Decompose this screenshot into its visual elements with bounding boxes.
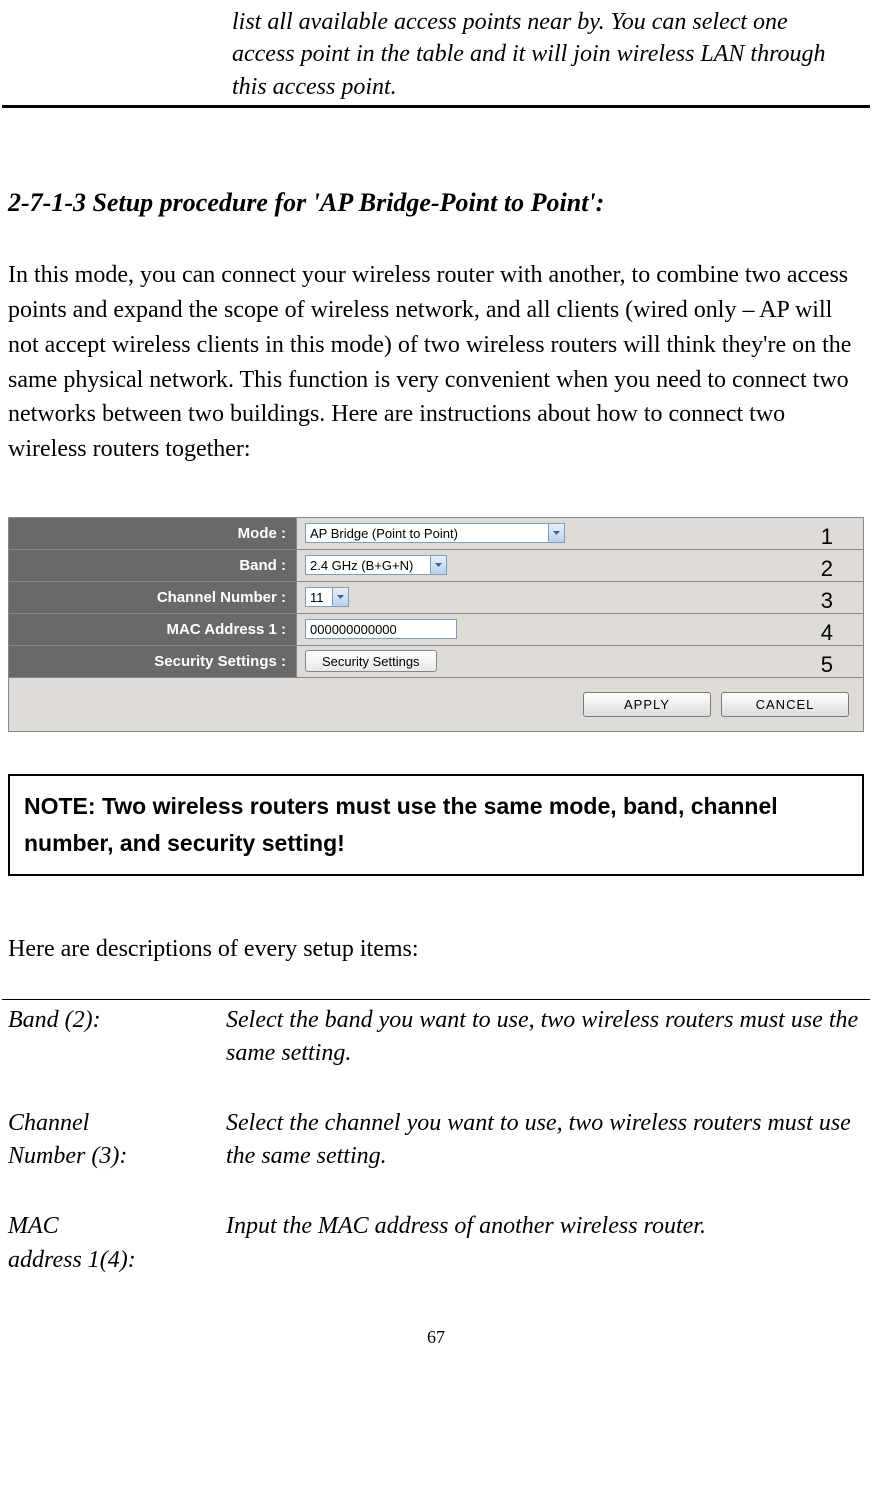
config-value-cell: 2.4 GHz (B+G+N) (297, 550, 863, 582)
config-label: Mode : (9, 518, 297, 550)
description-term: ChannelNumber (3): (8, 1107, 226, 1174)
security-settings-button[interactable]: Security Settings (305, 650, 437, 672)
config-value-cell: 11 (297, 582, 863, 614)
config-label: Channel Number : (9, 582, 297, 614)
descriptions-table: Band (2):Select the band you want to use… (2, 1004, 870, 1278)
chevron-down-icon (332, 588, 348, 606)
config-row: MAC Address 1 : 000000000000 (9, 614, 863, 646)
apply-button[interactable]: APPLY (583, 692, 711, 717)
callout-number: 4 (821, 620, 833, 646)
dropdown-value: 11 (306, 590, 328, 605)
body-paragraph: In this mode, you can connect your wirel… (2, 258, 870, 467)
dropdown[interactable]: 2.4 GHz (B+G+N) (305, 555, 447, 575)
description-row: Band (2):Select the band you want to use… (8, 1004, 864, 1071)
cancel-button[interactable]: CANCEL (721, 692, 849, 717)
config-label: Band : (9, 550, 297, 582)
callout-number: 3 (821, 588, 833, 614)
page-number: 67 (2, 1327, 870, 1348)
button-row: APPLY CANCEL (9, 678, 863, 721)
description-term: MACaddress 1(4): (8, 1210, 226, 1277)
chevron-down-icon (548, 524, 564, 542)
config-value-cell: 000000000000 (297, 614, 863, 646)
config-row: Band : 2.4 GHz (B+G+N) (9, 550, 863, 582)
dropdown[interactable]: 11 (305, 587, 349, 607)
config-row: Mode : AP Bridge (Point to Point) (9, 518, 863, 550)
callout-number: 2 (821, 556, 833, 582)
config-row: Security Settings : Security Settings (9, 646, 863, 678)
description-row: MACaddress 1(4):Input the MAC address of… (8, 1210, 864, 1277)
callout-number: 5 (821, 652, 833, 678)
descriptions-separator (2, 999, 870, 1000)
description-term: Band (2): (8, 1004, 226, 1071)
config-label: MAC Address 1 : (9, 614, 297, 646)
description-row: ChannelNumber (3):Select the channel you… (8, 1107, 864, 1174)
mac-address-input[interactable]: 000000000000 (305, 619, 457, 639)
description-text: Select the band you want to use, two wir… (226, 1004, 864, 1071)
chevron-down-icon (430, 556, 446, 574)
dropdown-value: 2.4 GHz (B+G+N) (306, 558, 417, 573)
dropdown[interactable]: AP Bridge (Point to Point) (305, 523, 565, 543)
config-screenshot: Mode : AP Bridge (Point to Point) Band : 2.… (8, 517, 864, 732)
note-box: NOTE: Two wireless routers must use the … (8, 774, 864, 876)
description-text: Select the channel you want to use, two … (226, 1107, 864, 1174)
config-label: Security Settings : (9, 646, 297, 678)
dropdown-value: AP Bridge (Point to Point) (306, 526, 462, 541)
top-separator (2, 105, 870, 108)
top-continuation-text: list all available access points near by… (232, 6, 830, 103)
section-heading: 2-7-1-3 Setup procedure for 'AP Bridge-P… (2, 188, 870, 218)
callout-number: 1 (821, 524, 833, 550)
config-value-cell: Security Settings (297, 646, 863, 678)
description-text: Input the MAC address of another wireles… (226, 1210, 864, 1277)
descriptions-intro: Here are descriptions of every setup ite… (2, 936, 870, 963)
config-value-cell: AP Bridge (Point to Point) (297, 518, 863, 550)
config-row: Channel Number : 11 (9, 582, 863, 614)
